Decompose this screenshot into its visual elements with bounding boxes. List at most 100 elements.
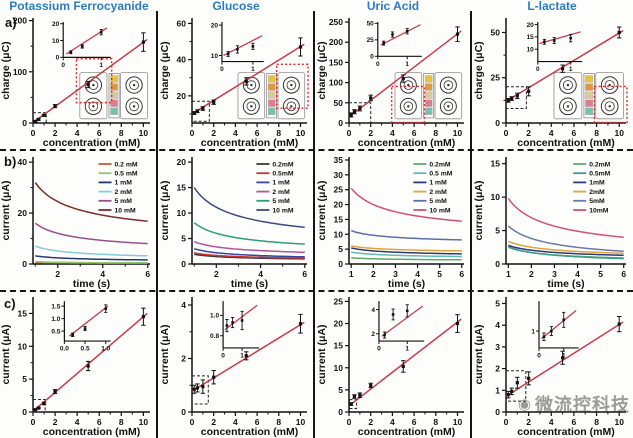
svg-text:0: 0 [370,54,374,61]
legend: 0.2mM 0.5mM 1mM 2mM 5mM 10mM [573,161,611,214]
red-dotted-highlight-box [593,85,628,124]
red-dotted-highlight-box [390,85,426,124]
svg-text:5: 5 [437,269,442,279]
svg-text:charge (μC): charge (μC) [0,41,12,99]
red-dotted-highlight-box [75,58,113,104]
axes: 2 4 6 0 20 40 time (s) current (μA) [0,157,150,290]
svg-text:10: 10 [334,363,344,373]
fit-line [32,38,148,124]
svg-text:100: 100 [13,67,27,77]
svg-text:2 mM: 2 mM [115,189,133,196]
svg-text:2: 2 [371,331,375,338]
legend: 0.2mM 0.5mM 1 mM 2 mM 5 mM 10 mM [256,161,294,214]
svg-text:2: 2 [53,128,58,138]
svg-text:10: 10 [52,38,60,45]
svg-text:1: 1 [495,385,500,395]
inset-plot: 0 1 10 15 20 [527,22,583,73]
decay-curves [193,187,305,260]
fit-line [32,312,148,412]
svg-text:3: 3 [393,269,398,279]
svg-text:8: 8 [119,128,124,138]
svg-text:8: 8 [594,417,599,427]
svg-text:2: 2 [211,128,216,138]
svg-text:current (μA): current (μA) [159,180,171,240]
svg-text:5: 5 [495,299,500,309]
svg-text:1: 1 [240,352,244,359]
svg-text:15: 15 [334,214,344,224]
device-illustration [553,72,628,124]
svg-text:20: 20 [334,319,344,329]
svg-text:10: 10 [139,128,149,138]
svg-text:time (s): time (s) [73,278,110,290]
svg-text:8: 8 [594,128,599,138]
svg-text:8: 8 [433,128,438,138]
svg-text:2: 2 [53,417,58,427]
column-title-uric-acid: Uric Acid [366,0,420,13]
inset-plot: 0 1 0 25 50 [367,21,422,68]
data-points [191,313,303,394]
zoom-region-dashed-box [32,112,47,124]
svg-text:4: 4 [390,417,395,427]
svg-text:4: 4 [100,269,105,279]
svg-text:0: 0 [181,407,186,417]
svg-text:10: 10 [491,192,501,202]
panel-current-time-uric-acid: 1 2 3 4 5 6 0 5 10 15 20 25 30 35 time (s) current (μA)… [316,152,470,290]
svg-text:0.2mM: 0.2mM [589,161,610,168]
svg-text:15: 15 [18,308,28,318]
svg-text:0: 0 [504,417,509,427]
svg-text:5: 5 [181,234,186,244]
axes: 1 2 3 4 5 6 0 5 10 15 20 25 30 35 time (s) current (μA) [316,155,464,290]
svg-text:current (μA): current (μA) [316,180,328,240]
svg-text:15: 15 [334,341,344,351]
svg-text:time (s): time (s) [547,278,584,290]
svg-text:0: 0 [377,346,381,353]
svg-text:25: 25 [334,296,344,306]
svg-text:6: 6 [572,128,577,138]
svg-text:6: 6 [145,269,150,279]
row-label-c: c) [4,296,16,311]
svg-text:6: 6 [255,417,260,427]
svg-text:50: 50 [367,21,375,28]
svg-text:2: 2 [529,269,534,279]
svg-text:50: 50 [491,27,501,37]
zoom-region-dashed-box [505,86,527,110]
svg-text:0: 0 [537,352,541,359]
svg-text:25: 25 [367,37,375,44]
row-label-a: a) [5,15,17,30]
svg-text:2: 2 [526,417,531,427]
svg-text:charge (μC): charge (μC) [316,41,328,99]
svg-text:20: 20 [527,22,535,29]
inset-plot: 0 1 1 [531,301,579,359]
svg-text:1 mM: 1 mM [429,180,447,187]
svg-text:20: 20 [177,91,187,101]
svg-text:6: 6 [302,269,307,279]
svg-text:1: 1 [99,62,103,69]
svg-text:10: 10 [296,417,306,427]
row-label-b: b) [4,154,17,169]
svg-text:20: 20 [52,21,60,28]
svg-text:0: 0 [56,55,60,62]
svg-text:1: 1 [349,269,354,279]
svg-text:0: 0 [504,128,509,138]
panel-current-concentration-l-lactate: 0 2 4 6 8 10 0 1 2 3 4 5 concentration (mM) current (… [473,292,632,438]
fit-line [505,30,624,102]
svg-text:10: 10 [453,417,463,427]
column-divider [470,11,472,438]
svg-text:200: 200 [329,37,343,47]
svg-text:0.5mM: 0.5mM [589,171,610,178]
svg-text:0: 0 [495,407,500,417]
svg-text:0: 0 [190,417,195,427]
svg-text:current (μA): current (μA) [0,180,12,240]
svg-text:6: 6 [97,128,102,138]
row-divider-dashed [0,290,633,292]
svg-text:1: 1 [251,66,255,73]
svg-text:1 mM: 1 mM [272,180,290,187]
panel-current-concentration-potassium-ferrocyanide: 0 2 4 6 8 10 0 5 10 15 concentration (mM) current (… [0,292,156,438]
svg-text:1 mM: 1 mM [115,180,133,187]
svg-text:0.2mM: 0.2mM [429,161,450,168]
decay-curves [350,187,462,261]
watermark: ◉ 微流控科技 [518,391,630,417]
fit-line [191,321,305,392]
svg-text:5: 5 [495,226,500,236]
